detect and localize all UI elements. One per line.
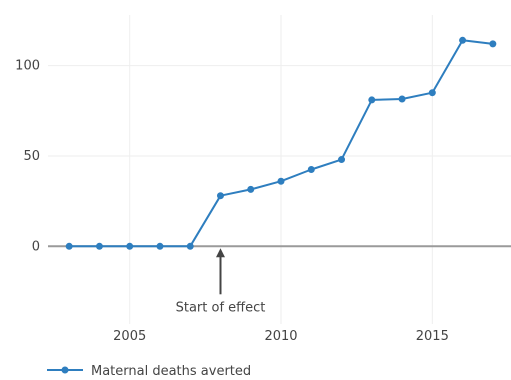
x-tick-label: 2015 bbox=[416, 329, 449, 344]
y-tick-label: 50 bbox=[23, 149, 40, 164]
y-tick-label: 0 bbox=[32, 239, 40, 254]
data-point[interactable] bbox=[398, 95, 406, 103]
legend[interactable]: Maternal deaths averted bbox=[47, 364, 251, 379]
data-point[interactable] bbox=[95, 242, 103, 250]
series bbox=[65, 36, 497, 250]
grid bbox=[48, 15, 511, 324]
data-point[interactable] bbox=[247, 185, 255, 193]
data-point[interactable] bbox=[489, 40, 497, 48]
data-point[interactable] bbox=[126, 242, 134, 250]
x-tick-label: 2010 bbox=[264, 329, 297, 344]
data-point[interactable] bbox=[368, 96, 376, 104]
data-point[interactable] bbox=[186, 242, 194, 250]
data-point[interactable] bbox=[459, 36, 467, 44]
data-point[interactable] bbox=[428, 89, 436, 97]
legend-marker[interactable] bbox=[61, 366, 69, 374]
y-tick-label: 100 bbox=[15, 59, 40, 74]
data-point[interactable] bbox=[156, 242, 164, 250]
data-point[interactable] bbox=[307, 166, 315, 173]
legend-label[interactable]: Maternal deaths averted bbox=[91, 364, 251, 379]
data-point[interactable] bbox=[216, 192, 224, 200]
annotation-label: Start of effect bbox=[176, 300, 266, 315]
annotations: Start of effect bbox=[176, 248, 266, 315]
data-point[interactable] bbox=[338, 156, 346, 164]
x-tick-label: 2005 bbox=[113, 329, 146, 344]
data-point[interactable] bbox=[65, 242, 73, 250]
annotation-arrow-head bbox=[215, 248, 225, 258]
data-point[interactable] bbox=[277, 177, 285, 185]
